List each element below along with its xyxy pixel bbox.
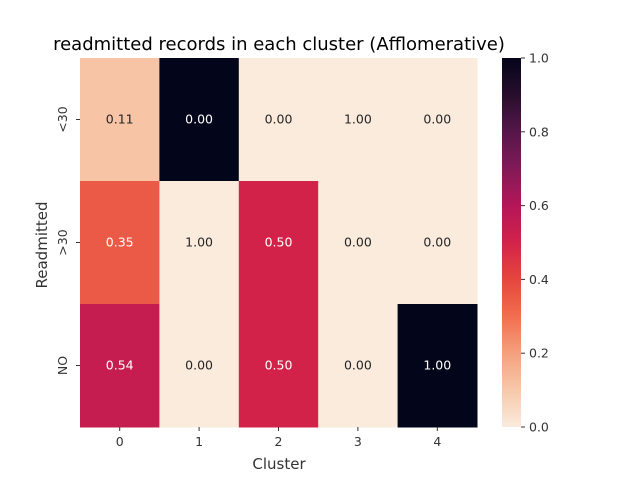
colorbar-gradient (502, 58, 521, 427)
heatmap-cell (159, 304, 240, 428)
heatmap-cell (159, 181, 240, 305)
cell-value-label: 0.00 (423, 112, 451, 127)
heatmap-cell (318, 58, 399, 182)
cell-value-label: 1.00 (344, 112, 372, 127)
x-tick-label: 4 (433, 434, 441, 449)
x-tick-label: 3 (354, 434, 362, 449)
cell-value-label: 0.00 (185, 358, 213, 373)
colorbar-tick-label: 0.2 (529, 346, 549, 361)
cell-value-label: 0.54 (106, 358, 134, 373)
x-tick-label: 1 (195, 434, 203, 449)
heatmap-cell (397, 181, 478, 305)
y-tick-label: >30 (55, 229, 70, 255)
cell-value-label: 0.00 (344, 235, 372, 250)
cell-value-label: 0.50 (265, 358, 293, 373)
chart-title: readmitted records in each cluster (Affl… (53, 34, 505, 55)
cell-value-label: 0.00 (265, 112, 293, 127)
heatmap-cell (80, 304, 160, 428)
cell-value-label: 0.00 (344, 358, 372, 373)
cell-value-label: 0.00 (185, 112, 213, 127)
heatmap-cell (159, 58, 240, 182)
cell-value-label: 1.00 (185, 235, 213, 250)
heatmap-cell (238, 181, 319, 305)
heatmap-cell (397, 304, 478, 428)
y-axis-label: Readmitted (33, 202, 51, 289)
colorbar: 0.0 0.2 0.4 0.6 0.8 1.0 (502, 51, 549, 435)
cell-value-label: 0.35 (106, 235, 134, 250)
cell-value-label: 0.11 (106, 112, 134, 127)
cell-value-label: 1.00 (423, 358, 451, 373)
heatmap-cells: 0.11 0.00 0.00 1.00 0.00 0.35 1.00 0.50 0.00 0.00… (80, 58, 478, 428)
colorbar-tick-label: 0.8 (529, 124, 549, 139)
x-axis-label: Cluster (252, 455, 306, 473)
colorbar-tick-label: 0.6 (529, 198, 549, 213)
colorbar-tick-label: 0.0 (529, 420, 549, 435)
heatmap-cell (318, 304, 399, 428)
colorbar-tick-label: 0.4 (529, 272, 549, 287)
heatmap-cell (238, 304, 319, 428)
cell-value-label: 0.50 (265, 235, 293, 250)
heatmap-cell (80, 181, 160, 305)
cell-value-label: 0.00 (423, 235, 451, 250)
heatmap-cell (80, 58, 160, 182)
y-tick-label: <30 (55, 106, 70, 132)
heatmap-cell (318, 181, 399, 305)
y-axis-ticks: <30 >30 NO (55, 106, 80, 375)
x-tick-label: 2 (275, 434, 283, 449)
heatmap-cell (238, 58, 319, 182)
x-axis-ticks: 0 1 2 3 4 (116, 427, 441, 449)
colorbar-tick-label: 1.0 (529, 51, 549, 66)
x-tick-label: 0 (116, 434, 124, 449)
heatmap-cell (397, 58, 478, 182)
y-tick-label: NO (55, 356, 70, 375)
